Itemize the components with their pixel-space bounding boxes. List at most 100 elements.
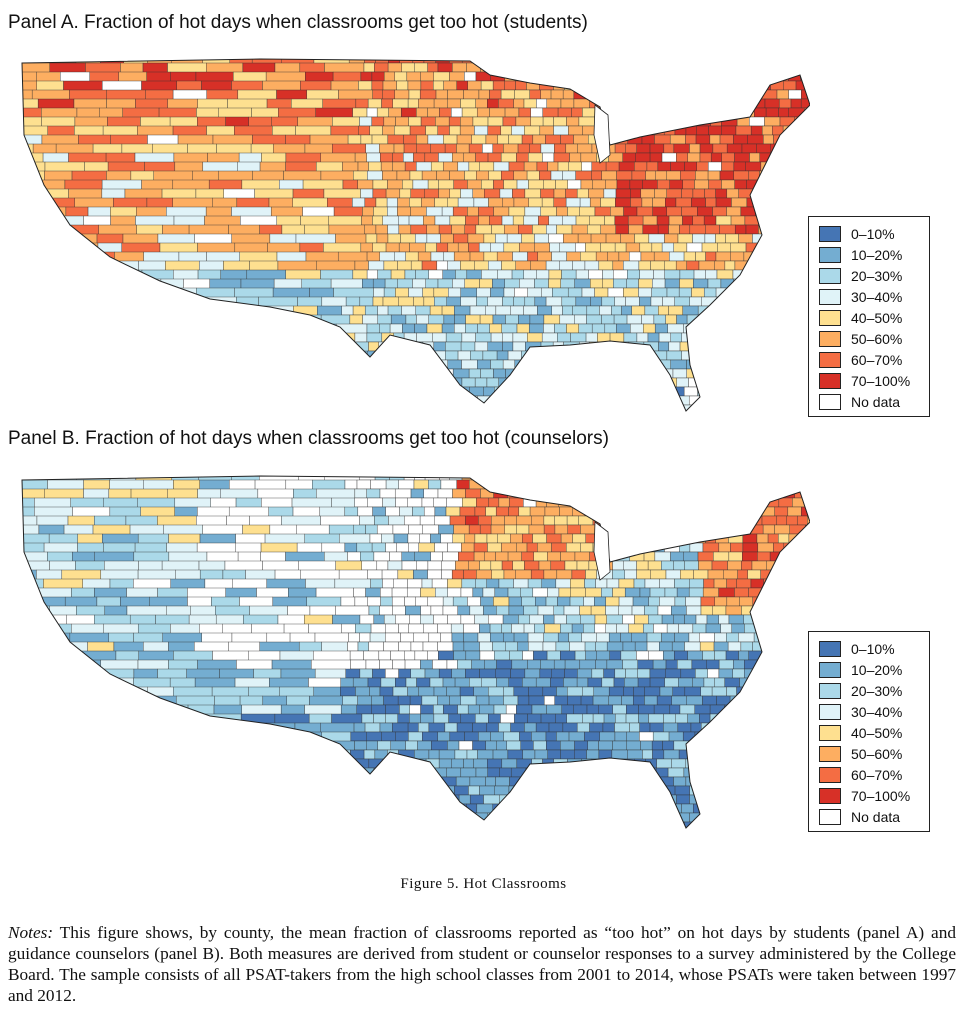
county-cell [489,89,502,100]
county-cell [390,650,405,661]
county-cell [375,224,388,235]
county-cell [538,476,550,481]
county-cell [500,125,512,136]
county-cell [375,404,388,411]
county-cell [678,287,692,298]
county-cell [22,377,46,397]
county-cell [35,242,68,256]
county-cell [673,414,687,415]
county-cell [408,368,424,379]
county-cell [527,632,544,643]
county-cell [514,89,530,100]
county-cell [476,170,489,181]
county-cell [403,152,414,163]
county-cell [449,515,466,526]
legend-swatch [819,372,841,389]
county-cell [410,767,422,778]
county-cell [692,677,705,688]
county-cell [593,686,610,697]
county-cell [689,578,704,589]
county-cell [552,45,566,54]
county-cell [371,704,386,715]
county-cell [448,404,460,411]
county-cell [508,605,524,616]
legend-item: 20–30% [819,265,919,286]
county-cell [556,686,568,697]
county-cell [625,668,638,679]
county-cell [607,821,619,828]
county-cell [443,314,455,325]
county-cell [778,98,792,109]
county-cell [678,524,692,535]
county-cell [645,45,655,54]
county-cell [560,551,576,562]
county-cell [738,350,755,361]
county-cell [447,578,463,589]
county-cell [490,332,503,343]
county-cell [671,695,687,706]
county-cell [730,215,746,226]
county-cell [91,758,125,773]
county-cell [212,134,253,145]
county-cell [707,278,722,289]
county-cell [490,731,504,742]
county-cell [606,659,623,670]
county-cell [584,731,600,742]
county-cell [576,560,590,571]
county-cell [565,143,578,154]
county-cell [547,161,559,172]
county-cell [612,740,628,751]
county-cell [376,560,389,571]
county-cell [96,341,127,352]
county-cell [141,179,174,191]
county-cell [352,269,368,280]
county-cell [469,794,484,805]
county-cell [454,749,468,760]
county-cell [788,740,800,751]
county-cell [478,206,494,217]
county-cell [607,758,623,769]
county-cell [724,260,736,271]
county-cell [715,45,729,54]
legend-swatch [819,225,841,242]
county-cell [694,323,709,334]
county-cell [66,368,98,380]
county-cell [485,506,497,517]
county-cell [616,170,633,181]
county-cell [454,785,469,796]
county-cell [22,395,48,411]
county-cell [326,831,365,832]
county-cell [793,269,807,280]
county-cell [593,59,609,64]
county-cell [252,767,290,782]
county-cell [349,462,362,471]
county-cell [608,794,620,805]
county-cell [604,98,620,109]
county-cell [455,269,468,280]
county-cell [415,350,432,361]
county-cell [478,515,492,526]
county-cell [574,749,587,760]
county-cell [407,794,423,805]
county-cell [729,287,744,298]
legend-item: 0–10% [819,223,919,244]
county-cell [622,125,635,136]
county-cell [365,659,380,670]
county-cell [630,386,644,397]
county-cell [543,179,556,190]
county-cell [555,179,568,190]
county-cell [772,803,786,814]
county-cell [387,206,398,217]
legend-item: 40–50% [819,722,919,743]
county-cell [572,462,586,471]
county-cell [449,71,465,82]
county-cell [447,587,462,598]
county-cell [368,794,382,805]
county-cell [626,704,639,715]
county-cell [493,179,504,190]
county-cell [554,386,566,397]
county-cell [389,414,404,415]
county-cell [371,71,385,82]
county-cell [732,341,744,352]
county-cell [311,404,337,411]
